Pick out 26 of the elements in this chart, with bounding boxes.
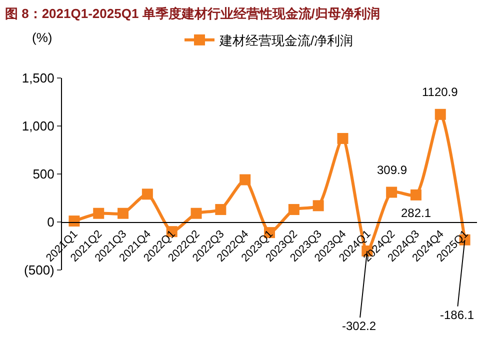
point (337, 132, 348, 144)
point (410, 189, 422, 200)
point (434, 108, 446, 120)
data-label: -302.2 (342, 319, 376, 333)
point (386, 186, 398, 198)
y-axis-title: (%) (32, 30, 52, 45)
point (118, 208, 129, 219)
point (93, 208, 104, 219)
y-tick-label: (500) (24, 262, 54, 278)
data-label: 282.1 (401, 206, 432, 220)
data-label: -186.1 (440, 308, 474, 322)
y-tick-label: 500 (32, 166, 54, 182)
chart-title: 图 8：2021Q1-2025Q1 单季度建材行业经营性现金流/归母净利润 (4, 6, 380, 22)
data-label: 309.9 (377, 163, 408, 177)
y-tick-label: 1,500 (22, 70, 54, 86)
point (312, 200, 324, 212)
point (215, 204, 226, 216)
y-tick-label: 1,000 (22, 118, 54, 134)
point (68, 216, 80, 227)
data-label: 1120.9 (422, 85, 458, 99)
point (240, 174, 251, 186)
point (288, 204, 300, 216)
point (190, 208, 202, 219)
point (142, 188, 153, 200)
y-tick-label: 0 (47, 214, 54, 230)
legend-label: 建材经营现金流/净利润 (218, 32, 354, 48)
